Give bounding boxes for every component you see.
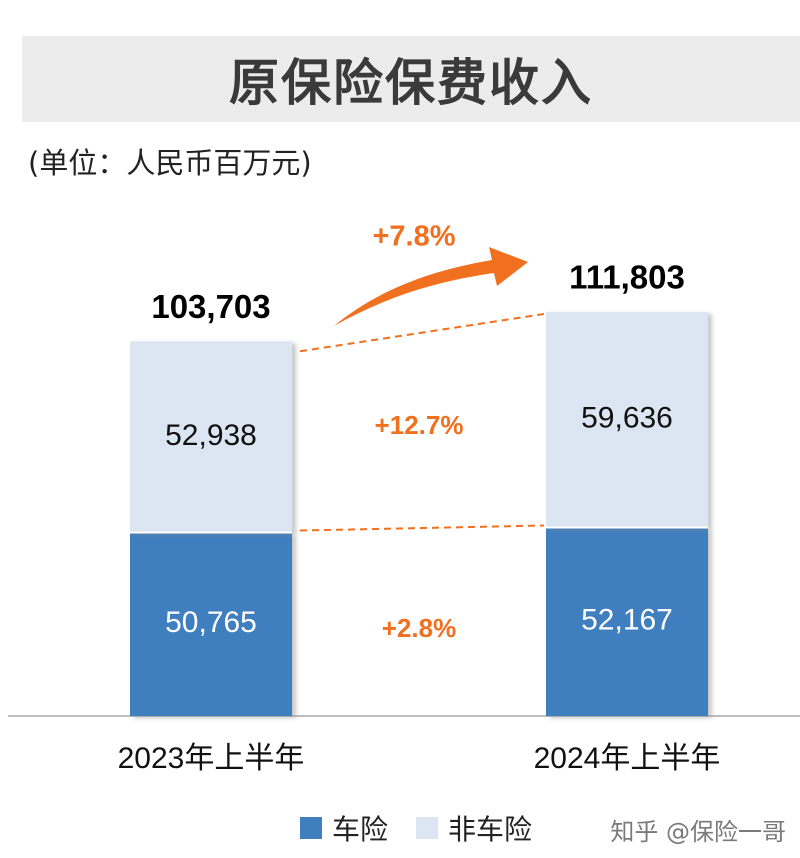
watermark: 知乎 @保险一哥: [610, 812, 786, 847]
data-label-car-1: 52,167: [581, 604, 673, 637]
legend-swatch-car: [300, 817, 322, 839]
data-label-non-car-1: 59,636: [581, 402, 673, 435]
chart-title: 原保险保费收入: [229, 54, 593, 112]
x-tick-label-1: 2024年上半年: [534, 742, 721, 775]
legend-label-car: 车险: [332, 813, 389, 846]
x-tick-label-0: 2023年上半年: [118, 742, 305, 775]
growth-arrow: [334, 247, 528, 326]
connector-mid: [299, 524, 545, 532]
bar-non-car-0: [130, 341, 292, 533]
total-label-0: 103,703: [151, 288, 270, 325]
bar-car-0: [130, 532, 292, 716]
data-label-car-0: 50,765: [165, 606, 257, 639]
legend-swatch-non-car: [416, 817, 439, 839]
total-label-1: 111,803: [569, 259, 685, 296]
bar-non-car-1: [546, 312, 708, 528]
growth-label-non-car: +12.7%: [375, 410, 464, 440]
bar-car-1: [546, 527, 708, 716]
connector-top: [299, 313, 545, 353]
legend: 车险 非车险: [300, 808, 560, 848]
unit-label: (单位：人民币百万元): [28, 146, 312, 180]
watermark-text: 知乎 @保险一哥: [610, 818, 786, 846]
legend-item-car: 车险: [300, 808, 388, 848]
legend-item-non-car: 非车险: [416, 808, 532, 848]
legend-label-non-car: 非车险: [448, 813, 533, 846]
growth-label-car: +2.8%: [382, 613, 456, 643]
data-label-non-car-0: 52,938: [165, 419, 257, 452]
title-band: [22, 36, 800, 122]
growth-label-total: +7.8%: [372, 221, 455, 253]
